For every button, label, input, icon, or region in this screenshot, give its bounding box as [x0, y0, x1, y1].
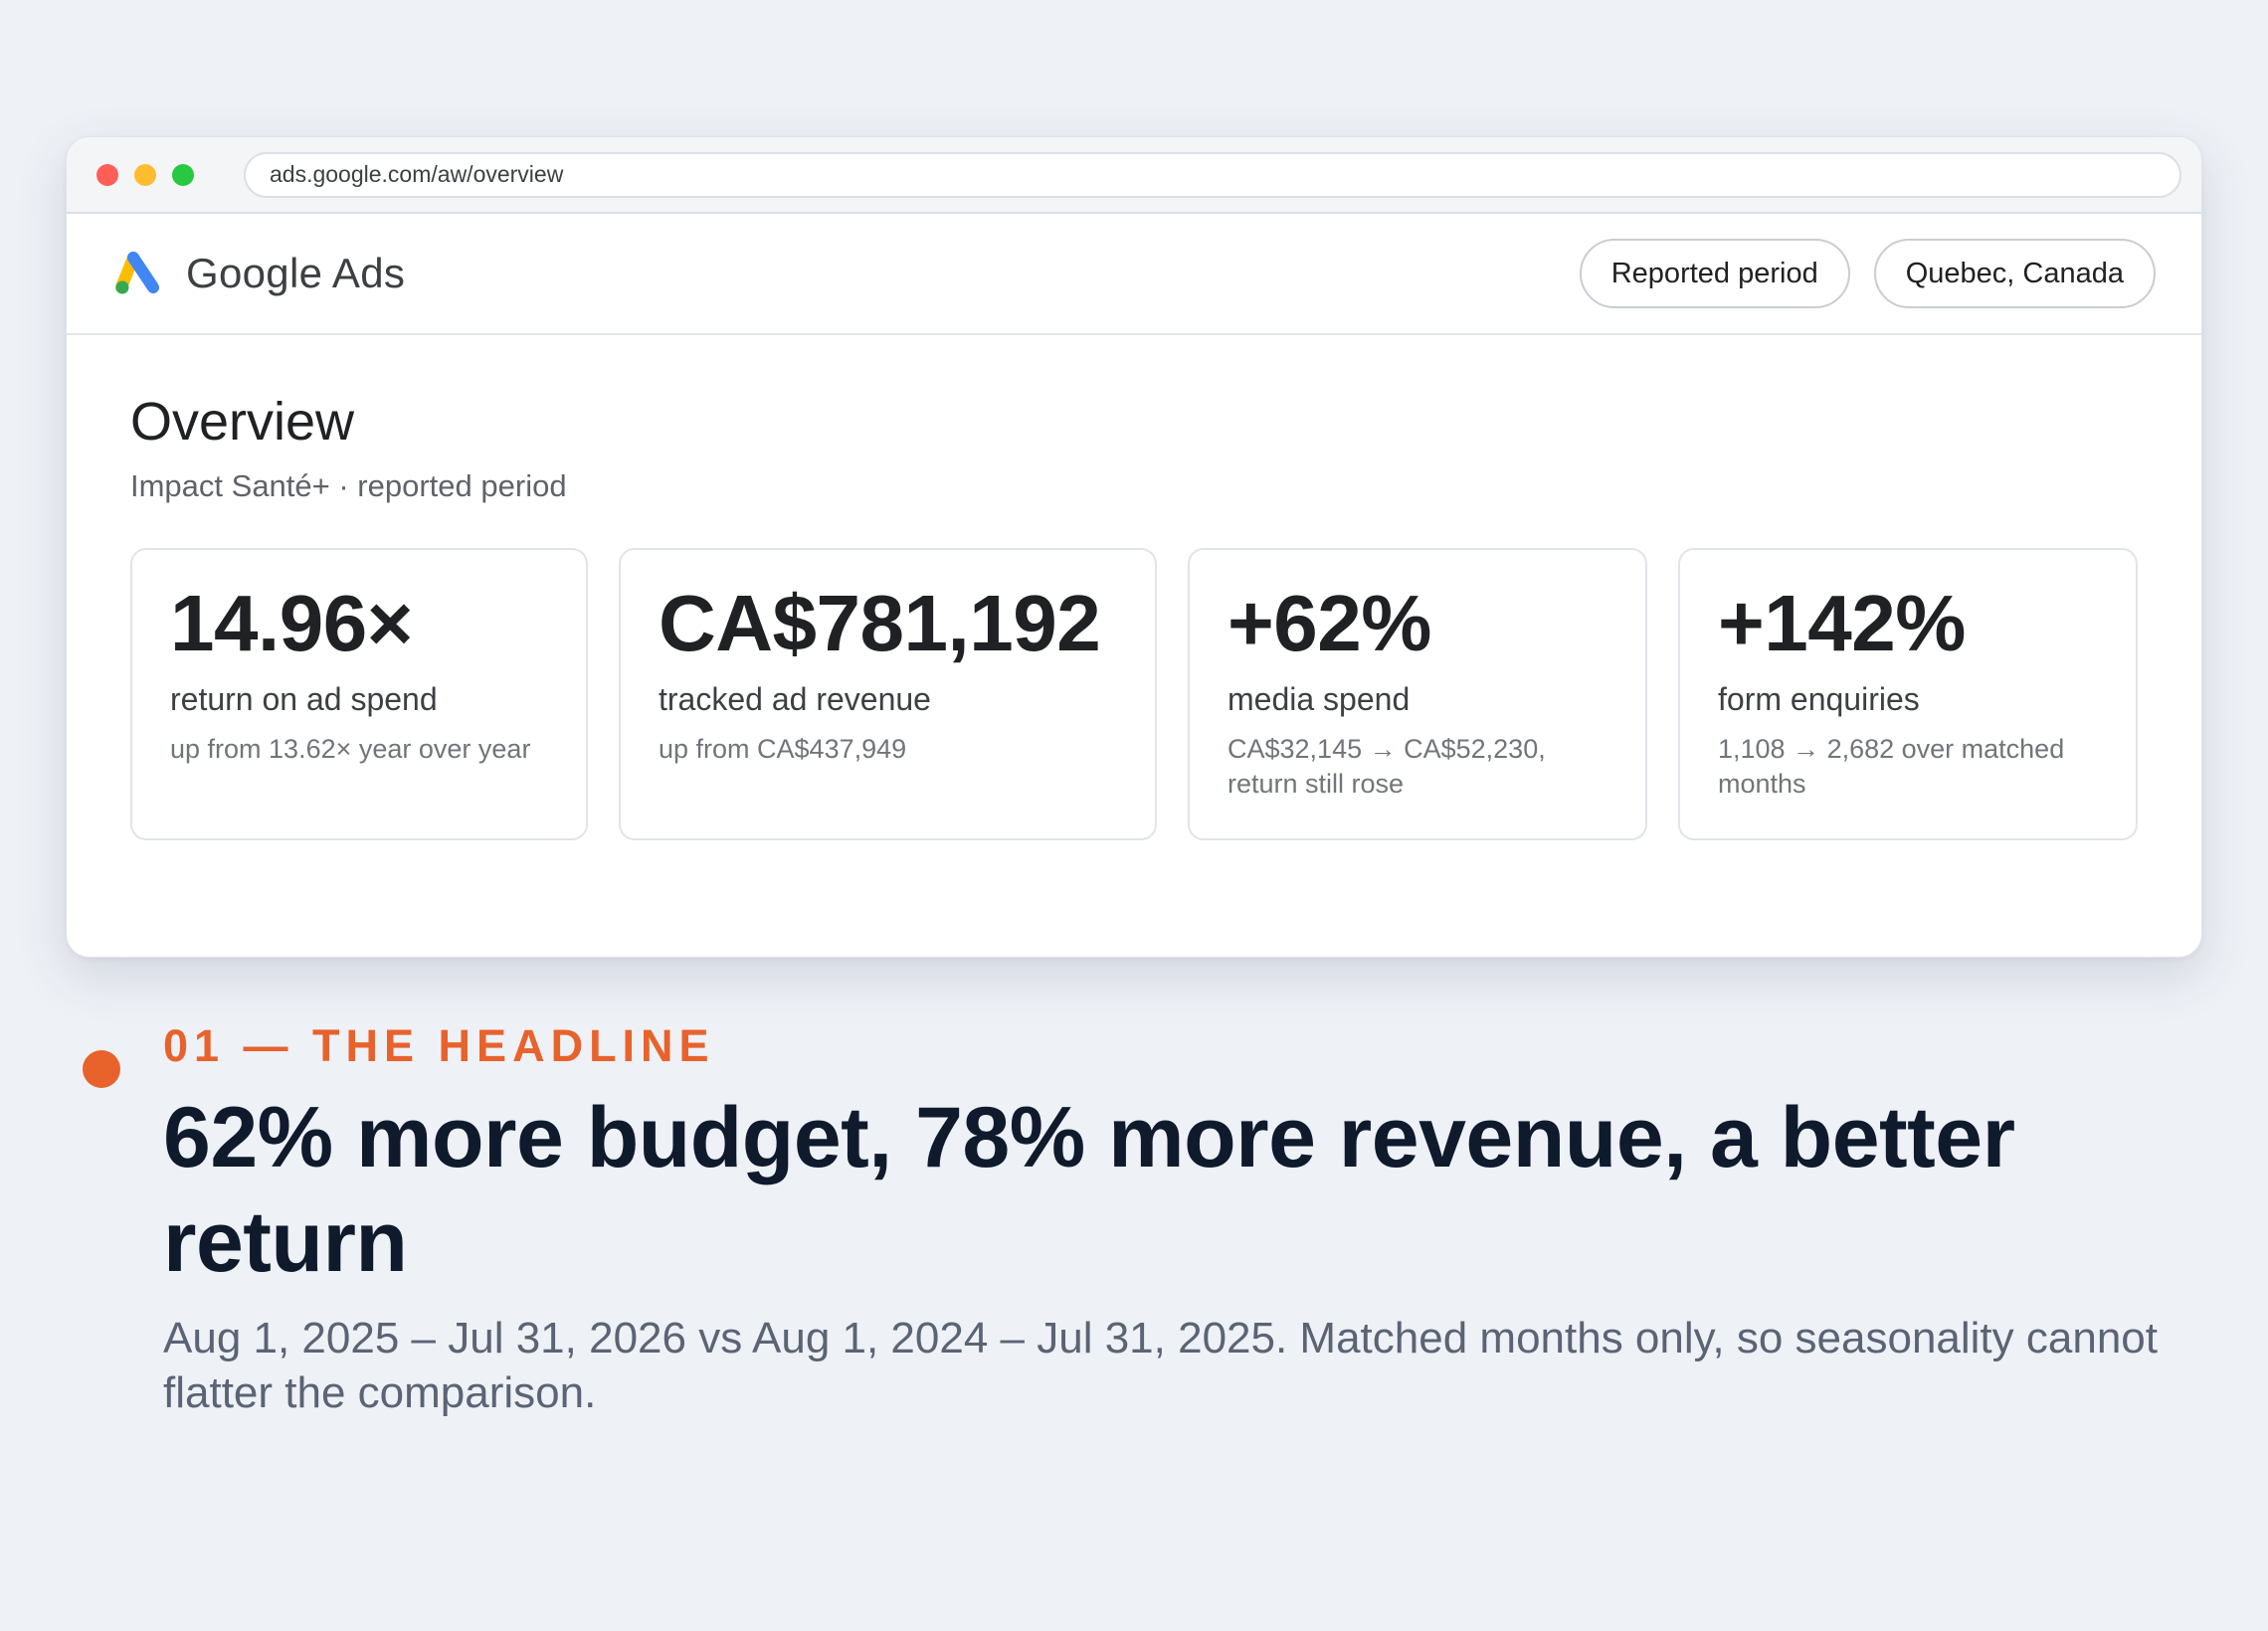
metric-card-media-spend[interactable]: +62% media spend CA$32,145 → CA$52,230, …	[1188, 548, 1647, 840]
reported-period-filter[interactable]: Reported period	[1579, 239, 1850, 308]
metric-note: CA$32,145 → CA$52,230, return still rose	[1228, 734, 1546, 799]
metric-note: 1,108 → 2,682 over matched months	[1718, 734, 2065, 799]
brand-name: Google Ads	[186, 250, 406, 296]
metric-note: up from CA$437,949	[659, 734, 907, 764]
google-ads-logo-icon	[115, 252, 159, 294]
metric-card-revenue[interactable]: CA$781,192 tracked ad revenue up from CA…	[619, 548, 1157, 840]
section-headline: 62% more budget, 78% more revenue, a bet…	[163, 1090, 2015, 1290]
metric-value: +62%	[1228, 579, 1431, 667]
metric-card-roas[interactable]: 14.96× return on ad spend up from 13.62×…	[130, 548, 588, 840]
browser-window: ads.google.com/aw/overview Google Ads Re…	[66, 136, 2202, 958]
metric-cards: 14.96× return on ad spend up from 13.62×…	[130, 548, 2138, 840]
page-title: Overview	[130, 392, 355, 452]
overview-panel: Overview Impact Santé+ · reported period…	[67, 335, 2201, 840]
address-bar-url: ads.google.com/aw/overview	[270, 161, 564, 187]
metric-value: CA$781,192	[659, 579, 1101, 667]
section-bullet-icon	[83, 1050, 120, 1088]
metric-value: 14.96×	[170, 579, 413, 667]
metric-value: +142%	[1718, 579, 1966, 667]
close-window-dot[interactable]	[96, 163, 118, 186]
location-filter[interactable]: Quebec, Canada	[1873, 239, 2156, 308]
minimize-window-dot[interactable]	[134, 163, 156, 186]
browser-chrome: ads.google.com/aw/overview	[67, 137, 2201, 214]
address-bar[interactable]: ads.google.com/aw/overview	[244, 151, 2181, 198]
metric-card-form-enquiries[interactable]: +142% form enquiries 1,108 → 2,682 over …	[1678, 548, 2138, 840]
metric-label: form enquiries	[1718, 681, 1920, 717]
maximize-window-dot[interactable]	[172, 163, 194, 186]
page-subtitle: Impact Santé+ · reported period	[130, 468, 567, 503]
metric-note: up from 13.62× year over year	[170, 734, 531, 764]
metric-label: media spend	[1228, 681, 1411, 717]
section-subtext: Aug 1, 2025 – Jul 31, 2026 vs Aug 1, 202…	[163, 1313, 2158, 1417]
headline-section: 01 — THE HEADLINE 62% more budget, 78% m…	[82, 1020, 2200, 1420]
metric-label: tracked ad revenue	[659, 681, 931, 717]
app-header: Google Ads Reported period Quebec, Canad…	[67, 214, 2201, 335]
section-kicker: 01 — THE HEADLINE	[163, 1020, 715, 1071]
metric-label: return on ad spend	[170, 681, 438, 717]
